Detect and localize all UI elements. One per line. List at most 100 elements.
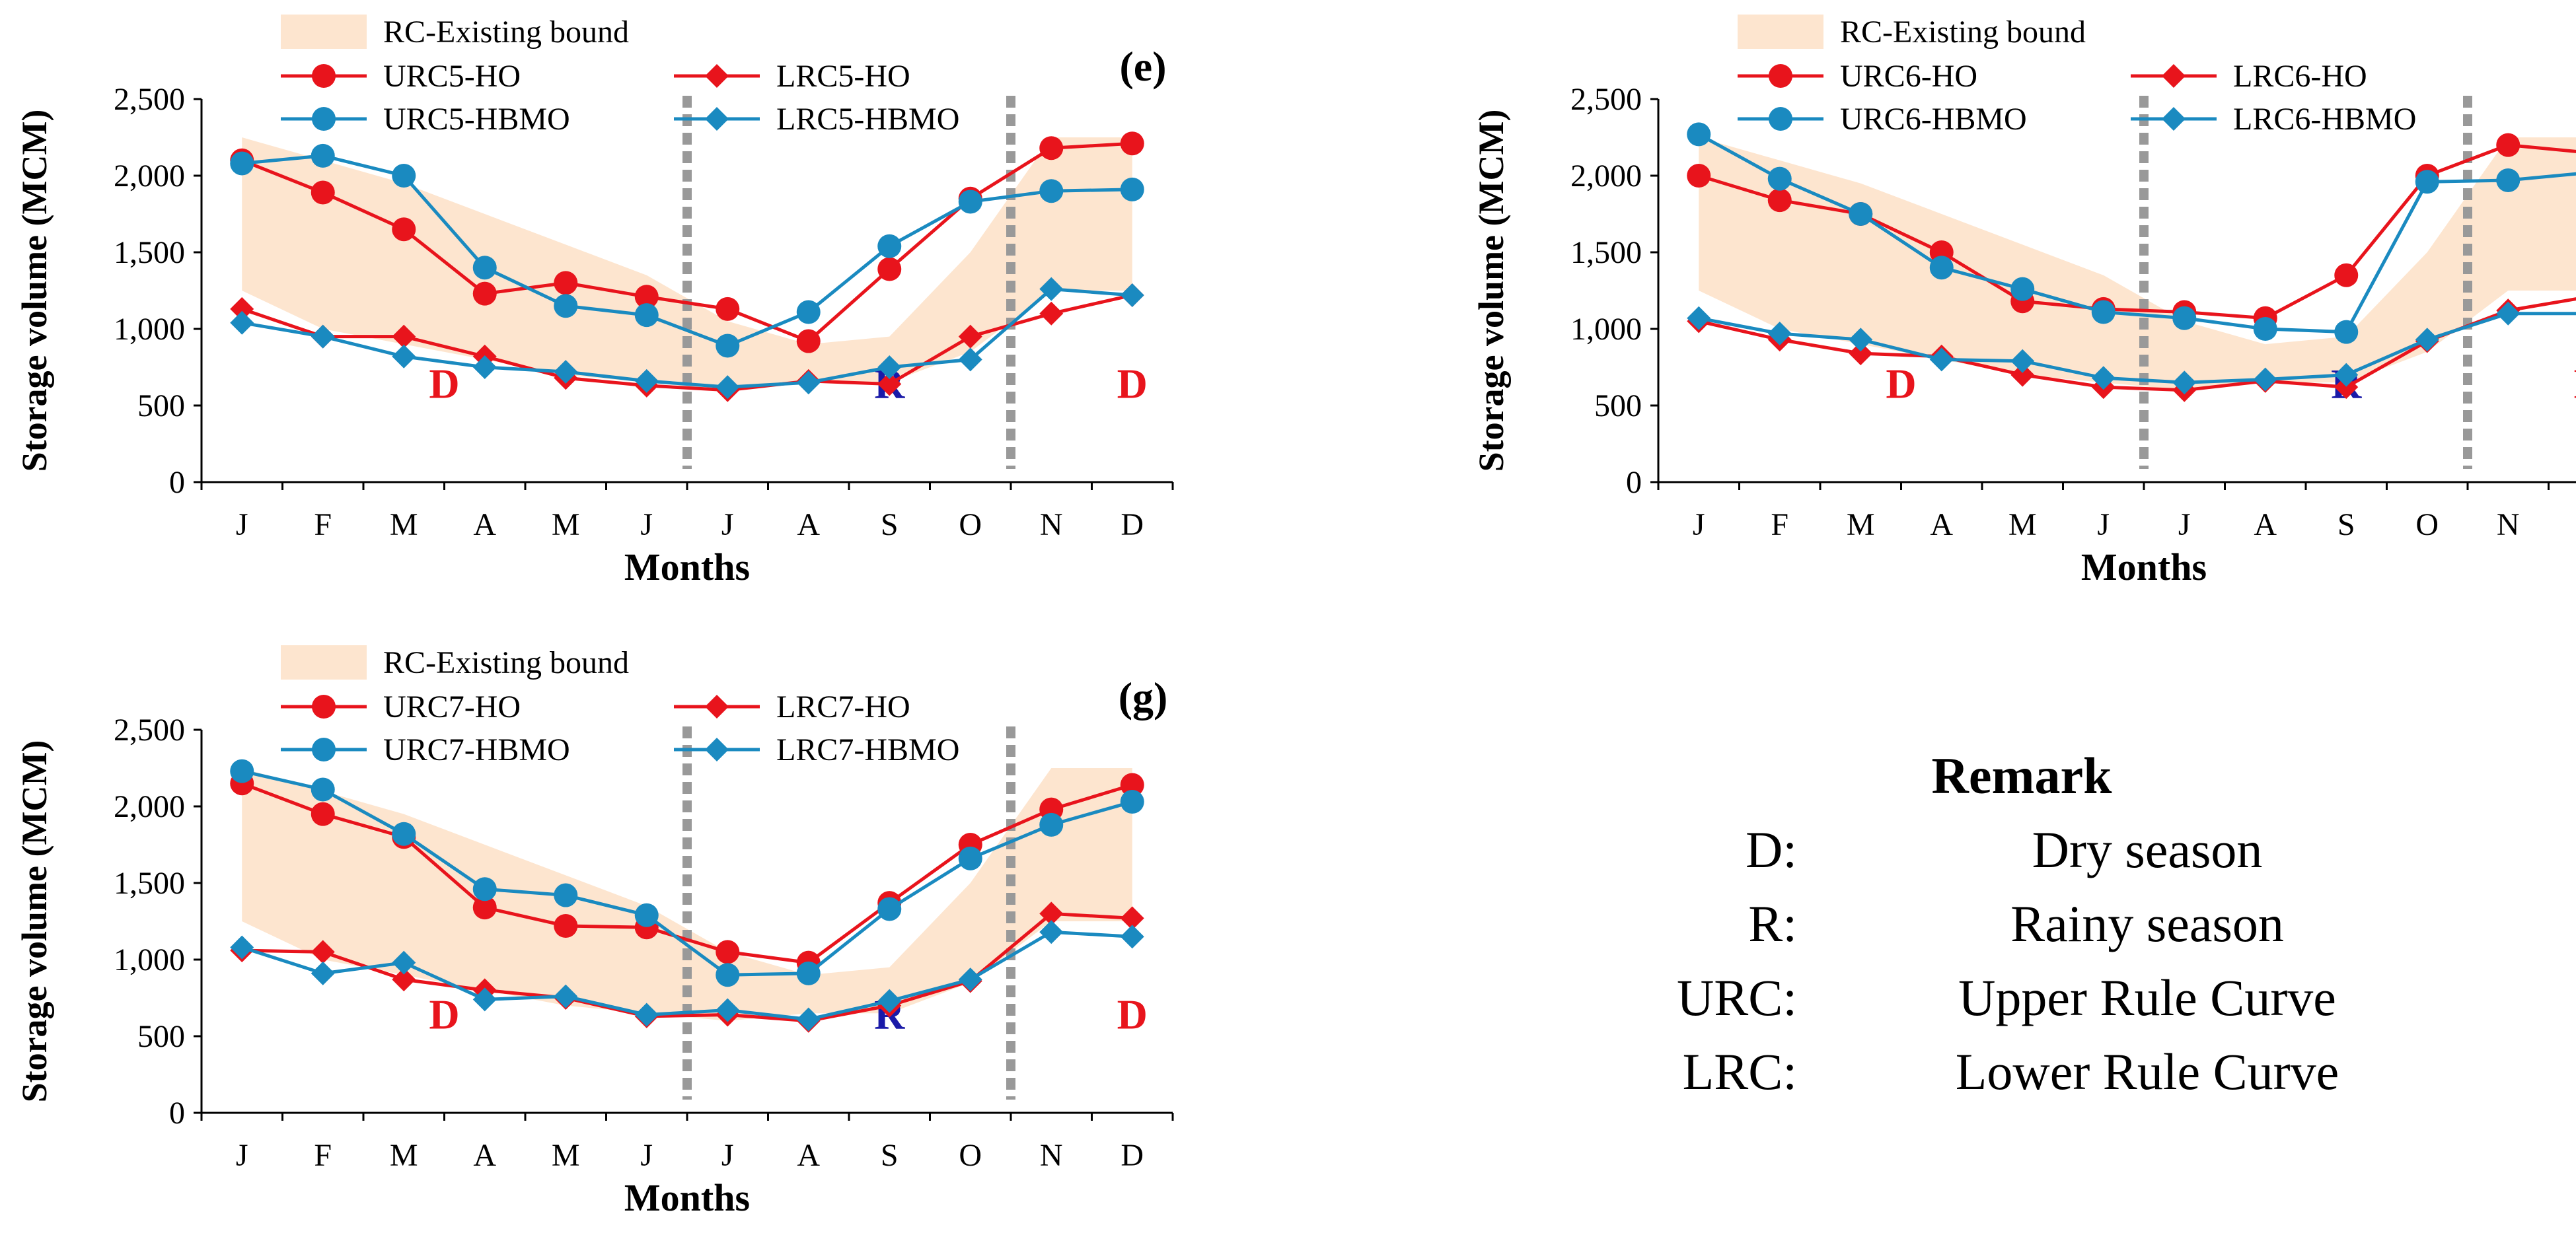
series-line: [242, 154, 1132, 348]
x-tick-label: A: [473, 507, 496, 542]
data-point: [554, 359, 578, 384]
legend-marker: [312, 738, 336, 761]
data-point: [716, 297, 740, 321]
legend: RC-Existing bound URC6-HO LRC6-HO URC6-HBMO…: [1738, 15, 2416, 137]
legend: RC-Existing bound URC7-HO LRC7-HO URC7-HBMO…: [281, 645, 959, 767]
data-point: [716, 998, 740, 1022]
x-tick-label: F: [1771, 507, 1788, 542]
legend-marker: [312, 695, 336, 719]
data-point: [1687, 306, 1711, 330]
data-point: [877, 234, 902, 258]
data-point: [554, 883, 578, 907]
series-line: [241, 769, 1133, 977]
legend-bound-swatch: [281, 645, 367, 680]
y-tick-label: 2,500: [1570, 82, 1642, 117]
legend-marker: [705, 107, 729, 131]
series-URC7-HBMO: [230, 759, 1144, 987]
remark-desc: Upper Rule Curve: [1958, 969, 2336, 1026]
y-tick-label: 1,000: [114, 942, 185, 977]
remark-desc: Dry season: [2032, 821, 2263, 878]
x-tick-label: D: [1121, 507, 1144, 542]
data-point: [392, 950, 416, 975]
legend-marker: [2162, 107, 2186, 131]
data-point: [1039, 920, 1064, 944]
season-label-dry: D: [429, 360, 459, 407]
data-point: [1120, 790, 1144, 814]
data-point: [392, 822, 416, 846]
x-tick-label: S: [881, 1138, 899, 1173]
data-point: [2334, 320, 2359, 344]
series-URC5-HBMO: [230, 143, 1144, 358]
rc-existing-bound-area: [242, 768, 1132, 1021]
legend-marker: [312, 64, 336, 88]
remark-row-lrc: LRC: Lower Rule Curve: [1599, 1042, 2445, 1116]
legend-marker: [312, 107, 336, 131]
remark-abbr: URC:: [1676, 969, 1797, 1026]
remark-title: Remark: [1931, 747, 2112, 804]
series-line: [241, 287, 1132, 389]
data-point: [392, 344, 416, 369]
y-tick-label: 1,500: [114, 866, 185, 901]
data-point: [472, 877, 497, 901]
data-point: [2496, 133, 2521, 157]
y-tick-label: 500: [137, 1019, 185, 1054]
data-point: [716, 375, 740, 400]
data-point: [1039, 901, 1064, 926]
series-URC6-HBMO: [1687, 122, 2576, 344]
x-tick-label: O: [959, 1138, 982, 1173]
remark-box: Remark D: Dry season R: Rainy season URC…: [1599, 746, 2445, 1116]
legend-label: URC7-HBMO: [383, 732, 570, 767]
legend-label: LRC7-HO: [776, 689, 910, 724]
remark-abbr: R:: [1748, 895, 1797, 952]
data-point: [472, 896, 497, 920]
legend-label: LRC5-HO: [776, 59, 910, 94]
y-axis-label: Storage volume (MCM): [1471, 110, 1511, 472]
data-point: [1120, 773, 1144, 797]
data-point: [1120, 283, 1144, 307]
remark-abbr: LRC:: [1682, 1043, 1797, 1100]
legend-label: URC5-HBMO: [383, 102, 570, 137]
legend-marker: [705, 695, 729, 719]
data-point: [1039, 301, 1064, 326]
x-tick-label: M: [552, 507, 580, 542]
remark-row-urc: URC: Upper Rule Curve: [1599, 968, 2445, 1042]
data-point: [392, 968, 416, 992]
data-point: [472, 987, 497, 1012]
data-point: [796, 370, 821, 395]
season-label-dry: D: [2574, 360, 2576, 407]
data-point: [877, 257, 902, 281]
data-point: [2334, 375, 2359, 400]
x-tick-label: A: [473, 1138, 496, 1173]
legend-bound-swatch: [1738, 15, 1823, 49]
data-point: [634, 903, 659, 927]
data-point: [716, 334, 740, 358]
data-point: [796, 1007, 821, 1032]
x-tick-label: S: [881, 507, 899, 542]
series-line: [241, 293, 1133, 392]
legend-label: RC-Existing bound: [383, 15, 629, 50]
data-point: [554, 984, 578, 1008]
panel-label: (e): [1119, 43, 1166, 90]
legend-marker: [2162, 64, 2186, 88]
data-point: [1687, 164, 1711, 188]
data-point: [958, 347, 982, 372]
data-point: [230, 297, 254, 321]
x-tick-label: M: [390, 1138, 418, 1173]
data-point: [2415, 328, 2439, 352]
data-point: [311, 324, 335, 349]
x-tick-label: J: [2178, 507, 2191, 542]
remark-desc: Lower Rule Curve: [1955, 1043, 2339, 1100]
data-point: [1849, 341, 1873, 366]
data-point: [716, 940, 740, 964]
data-point: [1849, 328, 1873, 352]
data-point: [1849, 202, 1873, 226]
legend-marker: [705, 64, 729, 88]
x-tick-label: N: [2497, 507, 2520, 542]
data-point: [1767, 321, 1792, 345]
remark-row-rainy: R: Rainy season: [1599, 894, 2445, 968]
x-tick-label: J: [721, 1138, 734, 1173]
data-point: [2010, 277, 2035, 301]
x-tick-label: M: [2008, 507, 2037, 542]
x-tick-label: O: [959, 507, 982, 542]
legend-label: LRC6-HBMO: [2233, 102, 2416, 137]
